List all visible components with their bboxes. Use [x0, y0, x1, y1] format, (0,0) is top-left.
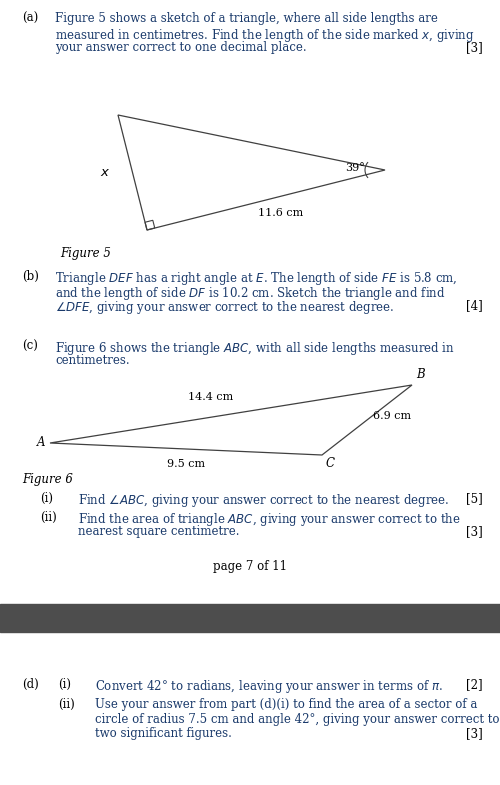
Text: Find the area of triangle $ABC$, giving your answer correct to the: Find the area of triangle $ABC$, giving … [78, 511, 461, 528]
Text: Triangle $DEF$ has a right angle at $E$. The length of side $FE$ is 5.8 cm,: Triangle $DEF$ has a right angle at $E$.… [55, 270, 458, 287]
Text: [4]: [4] [466, 299, 483, 312]
Text: [5]: [5] [466, 492, 483, 505]
Text: [3]: [3] [466, 41, 483, 54]
Text: (d): (d) [22, 678, 39, 691]
Text: B: B [416, 368, 424, 381]
Text: (i): (i) [58, 678, 71, 691]
Text: Find $\angle ABC$, giving your answer correct to the nearest degree.: Find $\angle ABC$, giving your answer co… [78, 492, 450, 509]
Text: two significant figures.: two significant figures. [95, 727, 232, 740]
Text: measured in centimetres. Find the length of the side marked $x$, giving: measured in centimetres. Find the length… [55, 27, 474, 43]
Text: 9.5 cm: 9.5 cm [167, 459, 205, 469]
Text: circle of radius 7.5 cm and angle 42°, giving your answer correct to: circle of radius 7.5 cm and angle 42°, g… [95, 713, 499, 726]
Text: (ii): (ii) [58, 699, 75, 711]
Bar [0, 604, 500, 632]
Text: (ii): (ii) [40, 511, 57, 524]
Text: Use your answer from part (d)(i) to find the area of a sector of a: Use your answer from part (d)(i) to find… [95, 699, 477, 711]
Text: centimetres.: centimetres. [55, 355, 130, 367]
Text: Convert 42° to radians, leaving your answer in terms of $\pi$.: Convert 42° to radians, leaving your ans… [95, 678, 443, 695]
Text: page 7 of 11: page 7 of 11 [213, 560, 287, 573]
Text: Figure 5 shows a sketch of a triangle, where all side lengths are: Figure 5 shows a sketch of a triangle, w… [55, 12, 438, 25]
Text: 14.4 cm: 14.4 cm [188, 392, 234, 402]
Text: [3]: [3] [466, 525, 483, 539]
Text: $x$: $x$ [100, 166, 110, 179]
Text: and the length of side $DF$ is 10.2 cm. Sketch the triangle and find: and the length of side $DF$ is 10.2 cm. … [55, 284, 446, 301]
Text: 39°: 39° [345, 163, 365, 173]
Text: Figure 6 shows the triangle $ABC$, with all side lengths measured in: Figure 6 shows the triangle $ABC$, with … [55, 340, 455, 357]
Text: [2]: [2] [466, 678, 483, 691]
Text: $\angle DFE$, giving your answer correct to the nearest degree.: $\angle DFE$, giving your answer correct… [55, 299, 394, 316]
Text: C: C [326, 457, 335, 470]
Text: [3]: [3] [466, 727, 483, 740]
Text: Figure 6: Figure 6 [22, 473, 73, 486]
Text: 11.6 cm: 11.6 cm [258, 208, 304, 218]
Text: A: A [36, 436, 45, 450]
Text: your answer correct to one decimal place.: your answer correct to one decimal place… [55, 41, 306, 54]
Text: (b): (b) [22, 270, 39, 283]
Text: Figure 5: Figure 5 [60, 247, 111, 260]
Text: (i): (i) [40, 492, 53, 505]
Text: 6.9 cm: 6.9 cm [373, 411, 411, 421]
Text: (c): (c) [22, 340, 38, 353]
Text: nearest square centimetre.: nearest square centimetre. [78, 525, 239, 539]
Text: (a): (a) [22, 12, 38, 25]
